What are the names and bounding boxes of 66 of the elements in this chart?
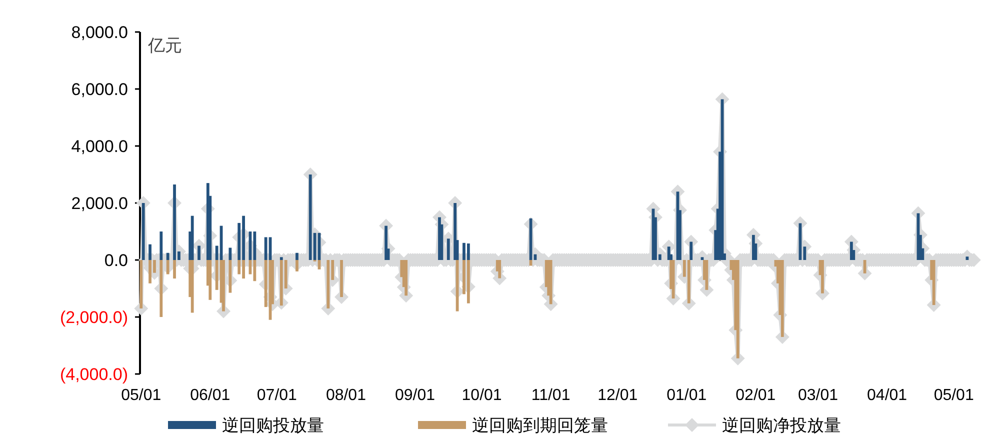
bar — [190, 260, 194, 313]
bar — [160, 232, 163, 260]
bar — [190, 216, 194, 260]
bar — [690, 242, 693, 260]
x-tick-label: 02/01 — [736, 387, 776, 404]
y-axis-title: 亿元 — [147, 36, 182, 55]
legend-label: 逆回购净投放量 — [722, 416, 841, 435]
bar — [153, 260, 156, 273]
y-tick-label: 0.0 — [104, 251, 128, 270]
bar — [821, 260, 824, 294]
bar — [215, 246, 218, 260]
x-tick-label: 10/01 — [462, 387, 502, 404]
x-tick-label: 06/01 — [190, 387, 230, 404]
x-tick-label: 09/01 — [394, 387, 436, 404]
x-tick-label: 08/01 — [326, 387, 366, 404]
bar — [700, 257, 704, 260]
bar — [198, 246, 200, 260]
bar — [296, 252, 298, 260]
bar — [340, 260, 343, 298]
y-tick-label: 6,000.0 — [71, 80, 128, 99]
bar — [238, 222, 241, 260]
bar — [208, 260, 212, 300]
bar — [384, 226, 388, 260]
bar — [308, 174, 312, 260]
bar — [326, 260, 330, 308]
bar — [754, 243, 758, 260]
bar — [264, 237, 268, 260]
bar — [549, 260, 552, 304]
bar — [466, 243, 470, 260]
bar — [654, 217, 657, 260]
legend-label: 逆回购到期回笼量 — [472, 416, 608, 435]
x-tick-label: 07/01 — [256, 387, 298, 404]
bar — [932, 260, 936, 306]
bar — [253, 260, 256, 282]
bar — [242, 260, 245, 279]
bar — [687, 260, 690, 304]
bar — [160, 260, 163, 317]
x-tick-label: 05/01 — [121, 387, 162, 404]
bar — [208, 196, 212, 260]
bar — [222, 260, 225, 312]
bar — [238, 260, 241, 274]
y-tick-label: (4,000.0) — [60, 365, 128, 384]
bar — [173, 184, 176, 260]
x-tick-label: 11/01 — [531, 387, 570, 404]
x-tick-label: 05/01 — [934, 387, 974, 404]
bar — [148, 244, 152, 260]
y-tick-label: 4,000.0 — [71, 137, 128, 156]
x-tick-label: 01/01 — [666, 387, 707, 404]
bar — [498, 260, 502, 278]
x-tick-label: 04/01 — [867, 387, 908, 404]
x-tick-label: 12/01 — [598, 387, 638, 404]
bar — [228, 248, 232, 260]
y-tick-label: 8,000.0 — [71, 23, 128, 42]
x-tick-label: 03/01 — [798, 387, 838, 404]
y-tick-label: 2,000.0 — [71, 194, 128, 213]
bar — [454, 203, 457, 260]
bar — [166, 252, 170, 260]
bar — [404, 260, 408, 296]
bar — [280, 260, 283, 306]
bar — [173, 260, 176, 279]
bar — [462, 242, 466, 260]
y-tick-label: (2,000.0) — [60, 308, 128, 327]
bar — [466, 260, 470, 304]
bar — [148, 260, 152, 284]
legend-label: 逆回购投放量 — [222, 416, 324, 435]
bar — [705, 260, 708, 290]
